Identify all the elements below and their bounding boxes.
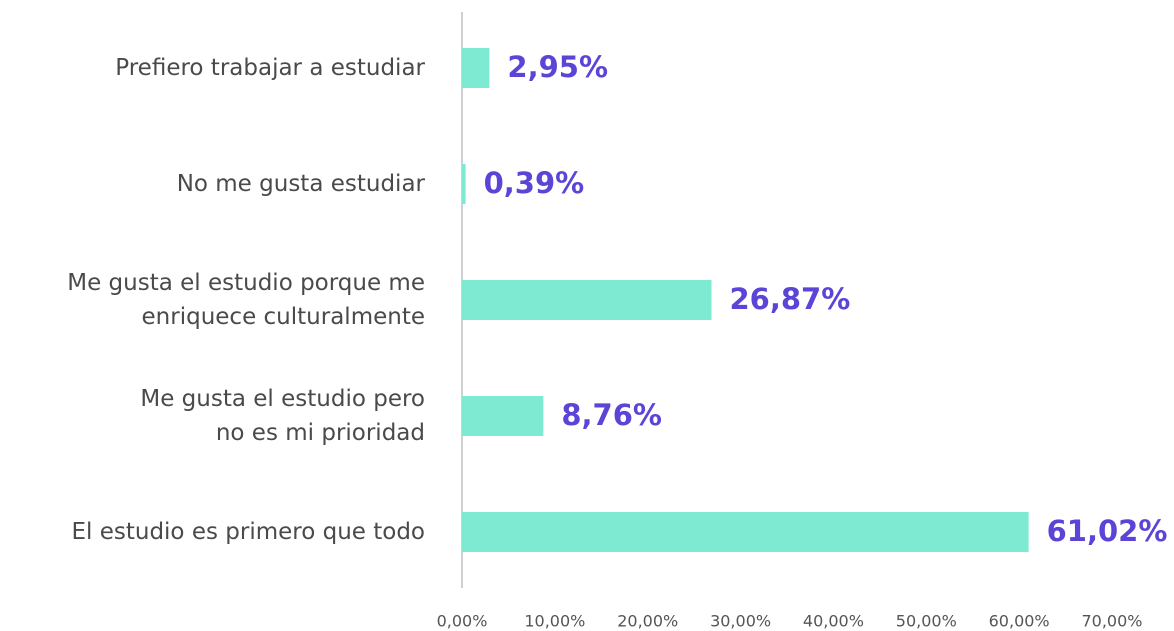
value-label: 0,39% [484,166,585,200]
category-label: Prefiero trabajar a estudiar [115,55,425,81]
bar [462,280,712,320]
value-label: 26,87% [730,282,851,316]
x-tick-label: 40,00% [803,612,864,631]
x-tick-label: 0,00% [437,612,488,631]
value-label: 2,95% [507,50,608,84]
value-label: 8,76% [561,398,662,432]
value-label: 61,02% [1047,514,1168,548]
x-tick-label: 50,00% [896,612,957,631]
category-label: Me gusta el estudio porque me enriquece … [67,270,425,330]
x-tick-label: 20,00% [617,612,678,631]
category-label: Me gusta el estudio pero no es mi priori… [140,386,425,446]
category-label: El estudio es primero que todo [71,519,425,545]
category-label: No me gusta estudiar [176,171,425,197]
x-tick-label: 70,00% [1081,612,1142,631]
bar [462,512,1029,552]
x-tick-label: 10,00% [524,612,585,631]
x-tick-label: 60,00% [989,612,1050,631]
bar [462,48,490,88]
bar [462,164,466,204]
bar [462,396,544,436]
x-tick-label: 30,00% [710,612,771,631]
